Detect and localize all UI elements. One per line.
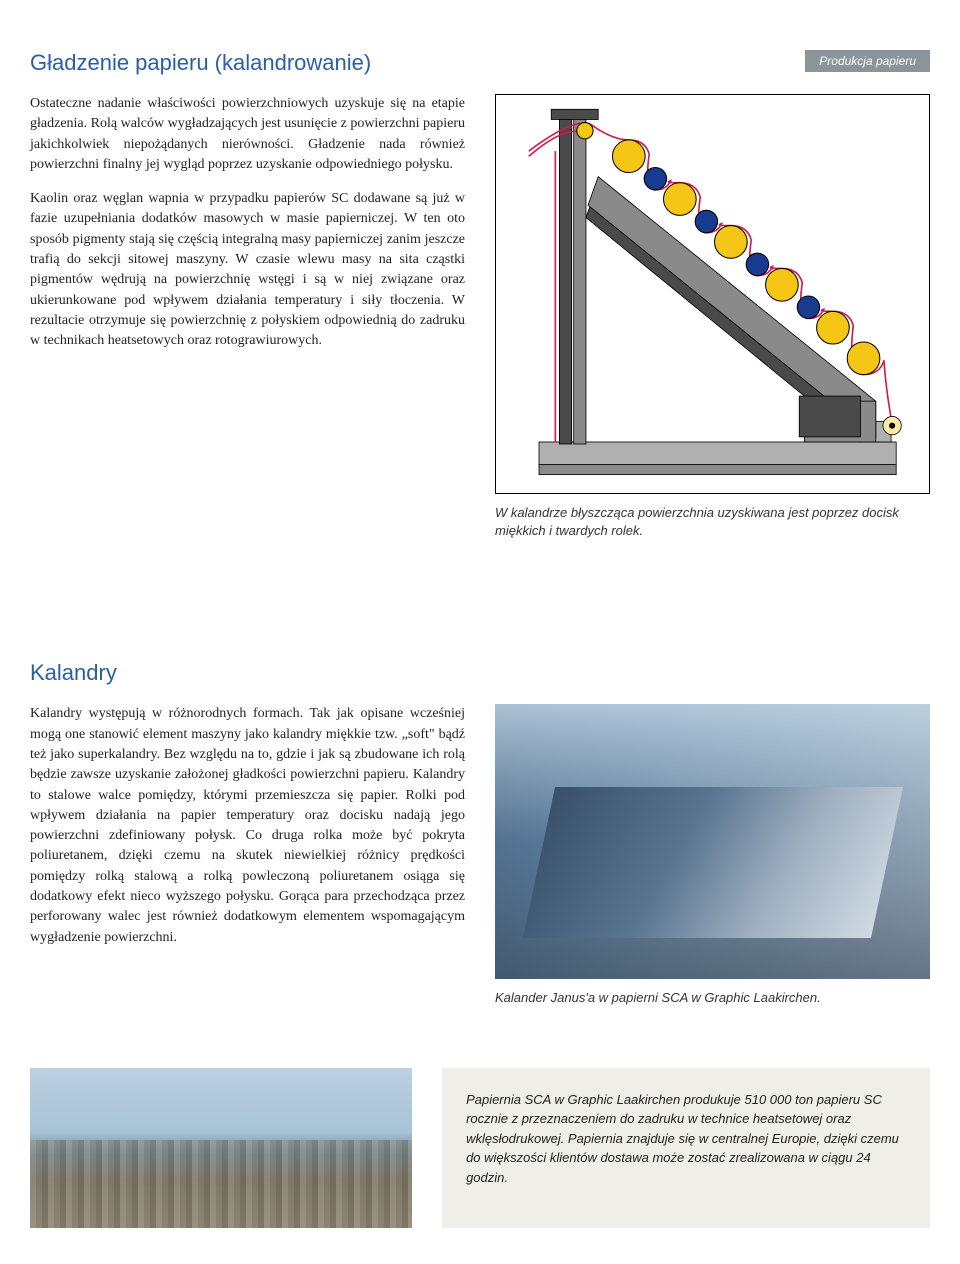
section1-paragraph-2: Kaolin oraz węglan wapnia w przypadku pa… [30, 189, 465, 351]
section1-diagram-caption: W kalandrze błyszcząca powierzchnia uzys… [495, 504, 930, 540]
calender-svg [496, 95, 929, 493]
calender-diagram [495, 94, 930, 494]
papermill-landscape-photo [30, 1068, 412, 1228]
section2-paragraph-1: Kalandry występują w różnorodnych formac… [30, 704, 465, 948]
section2-photo-caption: Kalander Janus'a w papierni SCA w Graphi… [495, 989, 930, 1007]
info-box-text: Papiernia SCA w Graphic Laakirchen produ… [466, 1090, 906, 1188]
calender-photo-fill [495, 704, 930, 979]
header-category-tag: Produkcja papieru [805, 50, 930, 72]
section1-title: Gładzenie papieru (kalandrowanie) [30, 50, 930, 76]
section1-paragraph-1: Ostateczne nadanie właściwości powierzch… [30, 94, 465, 175]
calender-photo [495, 704, 930, 979]
section2-title: Kalandry [30, 660, 930, 686]
info-box: Papiernia SCA w Graphic Laakirchen produ… [442, 1068, 930, 1228]
